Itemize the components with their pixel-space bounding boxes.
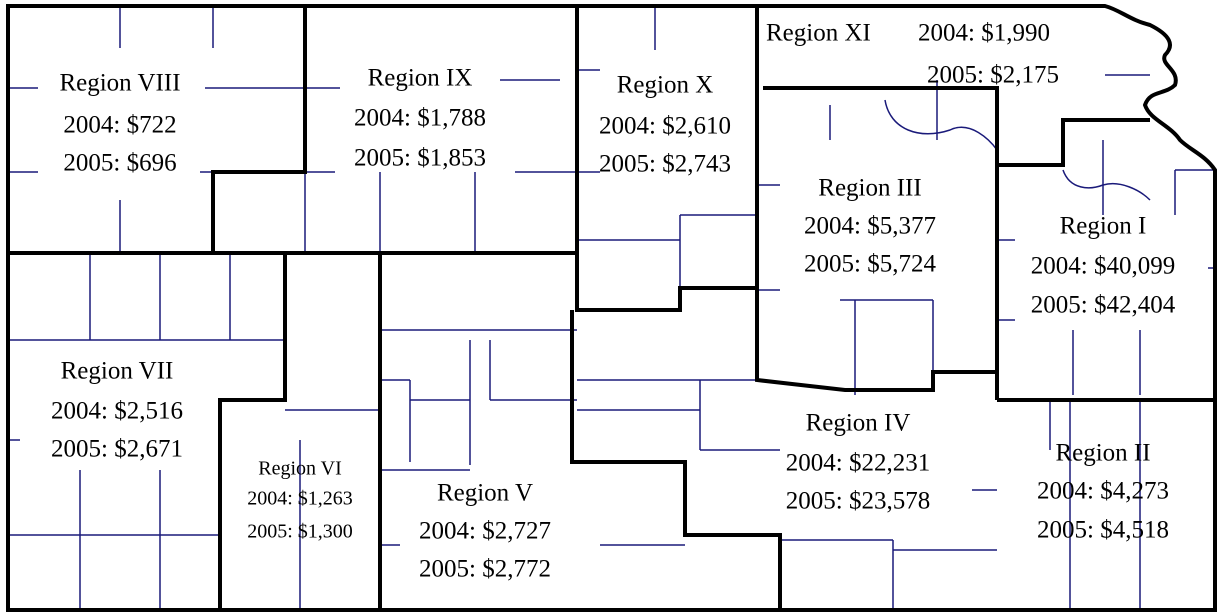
- region-name: Region X: [617, 72, 714, 99]
- region-value: 2005: $23,578: [786, 488, 930, 515]
- region-value: 2005: $696: [63, 150, 176, 177]
- region-value: 2004: $2,610: [599, 113, 731, 140]
- region-value: 2005: $2,671: [51, 436, 183, 463]
- region-value: 2005: $1,853: [354, 145, 486, 172]
- region-value: 2004: $1,990: [918, 20, 1050, 47]
- region-name: Region IV: [806, 410, 911, 437]
- region-value: 2005: $2,743: [599, 151, 731, 178]
- region-name: Region VII: [61, 358, 174, 385]
- region-value: 2004: $2,727: [419, 518, 551, 545]
- region-name: Region VI: [258, 458, 342, 480]
- region-value: 2005: $1,300: [247, 521, 353, 543]
- region-name: Region V: [437, 480, 533, 507]
- region-value: 2004: $2,516: [51, 398, 183, 425]
- region-value: 2004: $4,273: [1037, 478, 1169, 505]
- region-value: 2005: $5,724: [804, 251, 936, 278]
- region-name: Region IX: [368, 65, 473, 92]
- region-value: 2004: $5,377: [804, 213, 936, 240]
- region-name: Region I: [1060, 213, 1147, 240]
- region-name: Region XI: [766, 20, 871, 47]
- county-lines: [8, 6, 1215, 610]
- region-name: Region VIII: [59, 70, 180, 97]
- region-value: 2004: $1,263: [247, 488, 353, 510]
- region-name: Region II: [1055, 440, 1150, 467]
- region-name: Region III: [818, 175, 921, 202]
- region-value: 2005: $2,772: [419, 556, 551, 583]
- region-value: 2004: $22,231: [786, 450, 930, 477]
- region-value: 2005: $2,175: [927, 62, 1059, 89]
- region-borders: [6, 4, 1217, 612]
- region-value: 2005: $4,518: [1037, 517, 1169, 544]
- region-value: 2004: $722: [63, 112, 176, 139]
- region-value: 2005: $42,404: [1031, 292, 1176, 319]
- region-value: 2004: $40,099: [1031, 253, 1175, 280]
- region-value: 2004: $1,788: [354, 105, 486, 132]
